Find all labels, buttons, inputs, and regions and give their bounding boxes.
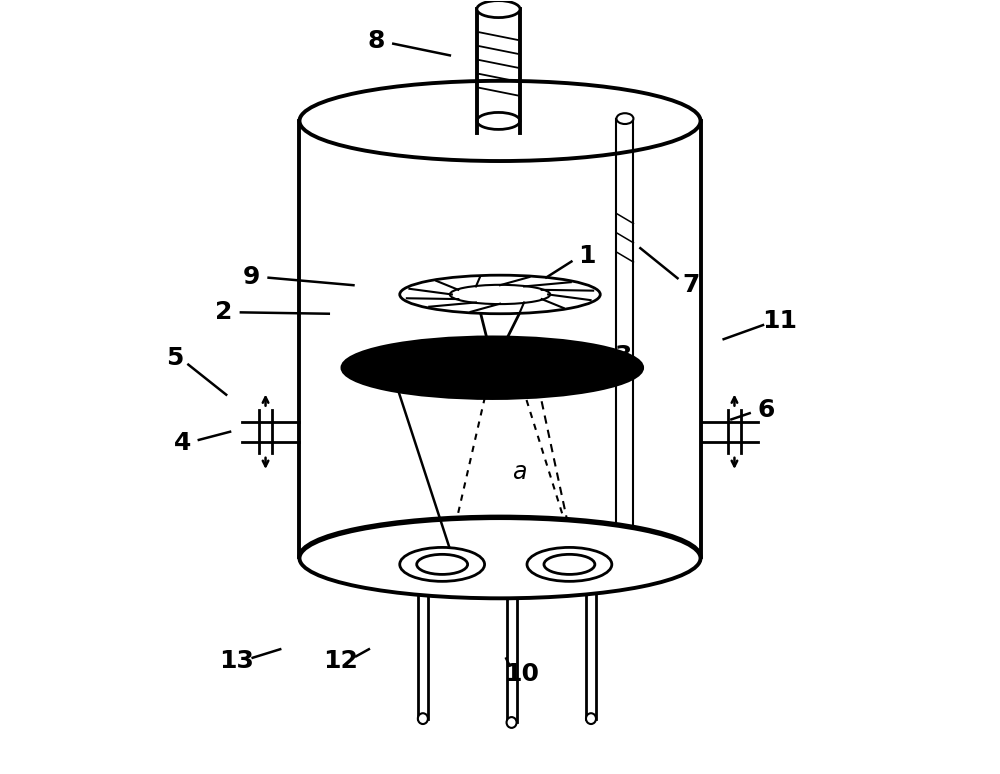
Ellipse shape (616, 113, 633, 124)
Text: 7: 7 (683, 273, 700, 297)
Ellipse shape (477, 112, 520, 129)
Text: 1: 1 (578, 244, 595, 268)
Ellipse shape (400, 547, 485, 581)
Text: 3: 3 (615, 344, 632, 368)
Ellipse shape (450, 285, 550, 304)
Ellipse shape (586, 713, 596, 724)
Text: 12: 12 (323, 649, 358, 673)
Text: 10: 10 (504, 662, 539, 686)
Text: 6: 6 (757, 398, 775, 422)
Ellipse shape (507, 717, 517, 728)
Text: $a$: $a$ (512, 460, 527, 484)
Ellipse shape (400, 276, 600, 313)
Text: 4: 4 (174, 430, 191, 454)
Ellipse shape (299, 516, 701, 597)
Ellipse shape (418, 713, 428, 724)
Ellipse shape (299, 518, 701, 598)
Text: 5: 5 (166, 346, 183, 370)
Text: 11: 11 (762, 310, 797, 334)
Ellipse shape (527, 547, 612, 581)
Ellipse shape (342, 337, 643, 399)
Text: 8: 8 (368, 29, 385, 53)
Ellipse shape (417, 554, 468, 574)
Ellipse shape (299, 80, 701, 161)
Ellipse shape (477, 1, 520, 18)
Text: 9: 9 (243, 265, 260, 289)
Text: 2: 2 (215, 300, 233, 324)
Ellipse shape (544, 554, 595, 574)
Text: 13: 13 (219, 649, 254, 673)
